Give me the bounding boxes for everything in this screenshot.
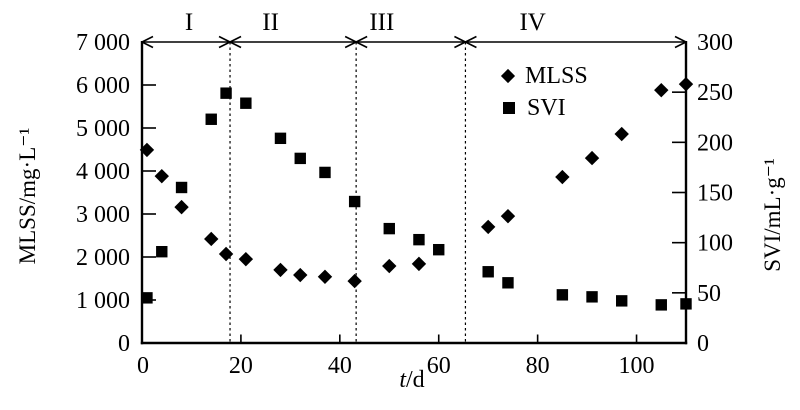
y-left-tick-label: 4 000 [76, 159, 130, 185]
y-right-tick-label: 250 [697, 80, 733, 106]
mlss-point [382, 258, 397, 274]
mlss-point [218, 246, 234, 262]
legend-label-svi: SVI [527, 94, 566, 121]
y-left-tick-label: 1 000 [76, 288, 130, 314]
svi-point [433, 243, 445, 256]
arrowhead-left-icon [141, 41, 154, 49]
phase-label-iv: IV [519, 9, 545, 36]
svi-point [383, 222, 395, 235]
arrowhead-right-icon [218, 41, 231, 49]
svi-point [156, 245, 168, 258]
x-tick-label: 20 [229, 353, 253, 379]
legend: MLSS SVI [500, 62, 588, 122]
x-axis-label-unit: /d [406, 367, 425, 393]
y-axis-label-right-text: SVI/mL·g⁻¹ [760, 158, 785, 272]
mlss-point [347, 273, 362, 289]
y-axis-label-left-text: MLSS/mg·L⁻¹ [15, 127, 40, 265]
arrowhead-left-icon [141, 35, 154, 43]
y-left-tick-label: 5 000 [76, 116, 130, 142]
arrowhead-left-icon [229, 35, 242, 43]
mlss-point [614, 126, 629, 142]
phase-label-iii: III [369, 9, 394, 36]
y-right-tick-label: 150 [697, 181, 733, 207]
mlss-point [293, 267, 308, 283]
svi-point [205, 113, 217, 125]
mlss-point [317, 269, 333, 284]
arrowhead-right-icon [218, 35, 231, 43]
y-right-tick-label: 0 [697, 331, 709, 357]
y-left-tick-label: 6 000 [76, 73, 130, 99]
phase-label-ii: II [262, 9, 279, 36]
svi-point [220, 87, 232, 99]
y-right-tick-label: 50 [697, 281, 721, 307]
mlss-point [678, 76, 694, 92]
mlss-point [654, 82, 669, 98]
y-left-tick-label: 2 000 [76, 245, 130, 271]
svi-point [175, 181, 188, 194]
y-right-tick-label: 300 [697, 30, 733, 56]
svi-point [556, 289, 569, 301]
svi-point [294, 152, 306, 165]
arrowhead-right-icon [454, 35, 466, 43]
svi-point [319, 166, 331, 179]
svi-point [413, 233, 425, 246]
x-tick-label: 40 [328, 353, 352, 379]
mlss-point [480, 219, 496, 235]
phase-label-i: I [185, 9, 193, 36]
x-axis-label-variable: t [399, 367, 406, 393]
svi-point [655, 299, 667, 311]
arrowhead-right-icon [674, 41, 687, 49]
svi-point [586, 291, 598, 303]
square-marker-icon [503, 102, 515, 114]
legend-item-mlss: MLSS [500, 62, 588, 90]
x-tick-label: 100 [619, 353, 655, 379]
y-right-tick-label: 200 [697, 130, 733, 156]
x-tick-label: 0 [137, 353, 149, 379]
y-left-tick-label: 3 000 [76, 202, 130, 228]
arrowhead-left-icon [355, 41, 368, 49]
arrowhead-right-icon [454, 41, 466, 49]
arrowhead-left-icon [229, 41, 242, 49]
y-axis-label-right: SVI/mL·g⁻¹ [758, 65, 788, 365]
svi-point [348, 195, 361, 208]
diamond-marker-icon [500, 68, 516, 84]
svi-point [680, 298, 692, 310]
x-axis-label: t/d [362, 367, 462, 394]
legend-label-mlss: MLSS [525, 62, 588, 89]
mlss-point [204, 231, 219, 247]
arrowhead-right-icon [344, 41, 357, 49]
svi-point [616, 295, 628, 307]
mlss-point [174, 199, 189, 215]
x-tick-label: 60 [427, 353, 451, 379]
svi-point [141, 292, 153, 304]
svi-point [502, 277, 514, 289]
svi-point [274, 132, 287, 145]
mlss-point [555, 169, 570, 185]
mlss-point [238, 251, 254, 267]
svi-point [240, 97, 252, 109]
y-left-tick-label: 7 000 [76, 30, 130, 56]
y-right-tick-label: 100 [697, 231, 733, 257]
mlss-point [411, 256, 427, 272]
mlss-point [500, 208, 516, 224]
legend-item-svi: SVI [503, 94, 588, 122]
mlss-point [273, 262, 288, 278]
arrowhead-left-icon [465, 41, 477, 49]
y-axis-label-left: MLSS/mg·L⁻¹ [13, 46, 43, 346]
arrowhead-right-icon [344, 35, 357, 43]
arrowhead-left-icon [465, 35, 477, 43]
x-tick-label: 80 [526, 353, 550, 379]
mlss-point [584, 150, 600, 166]
mlss-point [139, 142, 155, 158]
svi-point [482, 266, 494, 278]
mlss-point [154, 168, 169, 184]
arrowhead-left-icon [355, 35, 368, 43]
y-left-tick-label: 0 [118, 331, 130, 357]
arrowhead-right-icon [674, 35, 687, 43]
